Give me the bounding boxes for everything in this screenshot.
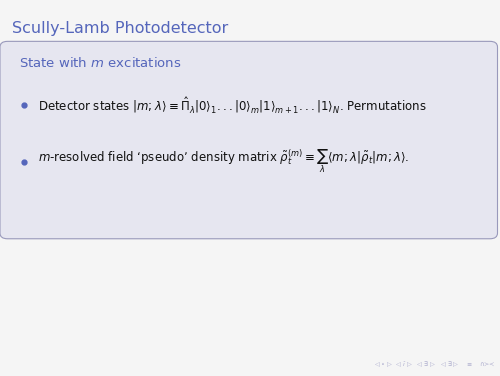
FancyBboxPatch shape bbox=[0, 41, 498, 239]
Text: State with $m$ excitations: State with $m$ excitations bbox=[19, 56, 182, 70]
Text: $\lhd$ $\circ$ $\rhd$  $\lhd$ $\hat{\imath}$ $\rhd$   $\lhd$ $\exists$ $\rhd$   : $\lhd$ $\circ$ $\rhd$ $\lhd$ $\hat{\imat… bbox=[374, 360, 495, 369]
Text: Scully-Lamb Photodetector: Scully-Lamb Photodetector bbox=[12, 21, 229, 36]
Text: Detector states $|m;\lambda\rangle \equiv \hat{\Pi}_\lambda|0\rangle_1...|0\rang: Detector states $|m;\lambda\rangle \equi… bbox=[38, 95, 426, 115]
Text: $m$-resolved field ‘pseudo’ density matrix $\tilde{\rho}_t^{(m)} \equiv \sum_\la: $m$-resolved field ‘pseudo’ density matr… bbox=[38, 148, 409, 176]
